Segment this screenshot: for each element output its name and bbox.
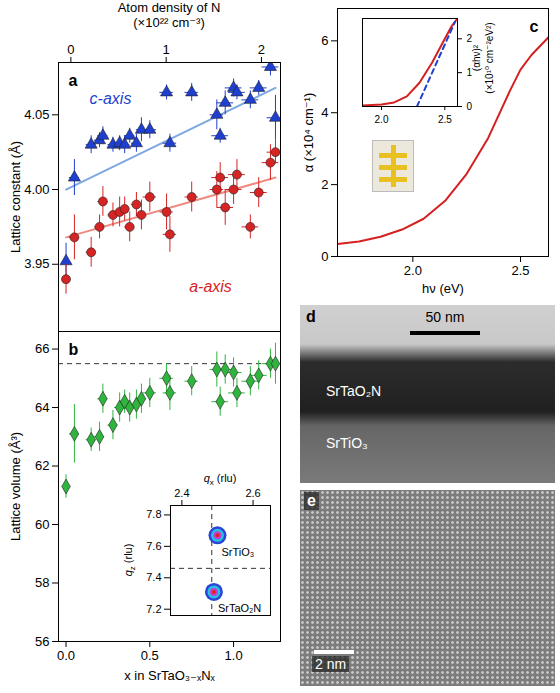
svg-text:4.05: 4.05 xyxy=(24,107,49,122)
svg-text:1.0: 1.0 xyxy=(225,648,243,663)
html-text:d: d xyxy=(306,308,316,325)
svg-text:Lattice volume (Å³): Lattice volume (Å³) xyxy=(8,432,23,541)
svg-text:1: 1 xyxy=(466,66,473,78)
svg-text:x in SrTaO₃₋ₓNₓ: x in SrTaO₃₋ₓNₓ xyxy=(124,668,215,683)
svg-text:SrTaO₂N: SrTaO₂N xyxy=(218,602,261,614)
svg-text:7.8: 7.8 xyxy=(146,508,161,520)
svg-text:c: c xyxy=(530,18,539,35)
svg-text:0.0: 0.0 xyxy=(57,648,75,663)
html-text:Atom density of N: Atom density of N xyxy=(117,0,221,15)
svg-text:(αhν)²: (αhν)² xyxy=(471,44,482,71)
html-text:SrTiO₃: SrTiO₃ xyxy=(326,435,368,451)
html-text:(×10²² cm⁻³): (×10²² cm⁻³) xyxy=(133,15,205,30)
svg-text:6: 6 xyxy=(321,33,328,48)
svg-text:2.5: 2.5 xyxy=(438,114,452,125)
svg-text:2.4: 2.4 xyxy=(174,487,189,499)
svg-text:qx (rlu): qx (rlu) xyxy=(204,472,237,487)
svg-text:qz (rlu): qz (rlu) xyxy=(122,544,137,577)
svg-text:(×10¹⁰ cm⁻²eV²): (×10¹⁰ cm⁻²eV²) xyxy=(484,22,495,93)
svg-text:58: 58 xyxy=(35,575,49,590)
svg-text:2: 2 xyxy=(467,33,473,44)
svg-text:2.6: 2.6 xyxy=(245,487,260,499)
svg-text:1: 1 xyxy=(163,42,170,57)
svg-text:4.00: 4.00 xyxy=(24,182,49,197)
svg-text:2: 2 xyxy=(321,177,328,192)
svg-text:64: 64 xyxy=(35,400,49,415)
svg-text:2.5: 2.5 xyxy=(511,263,529,278)
svg-text:b: b xyxy=(69,341,79,358)
svg-text:7.2: 7.2 xyxy=(146,603,161,615)
svg-text:3.95: 3.95 xyxy=(24,256,49,271)
svg-text:2.0: 2.0 xyxy=(375,114,389,125)
html-text:SrTaO₂N: SrTaO₂N xyxy=(326,383,382,399)
svg-text:0: 0 xyxy=(67,42,74,57)
svg-text:a-axis: a-axis xyxy=(189,278,232,295)
html-text:50 nm: 50 nm xyxy=(425,309,465,325)
svg-text:hν (eV): hν (eV) xyxy=(422,281,464,296)
svg-text:7.4: 7.4 xyxy=(146,571,161,583)
svg-text:c-axis: c-axis xyxy=(90,90,132,107)
svg-text:2.0: 2.0 xyxy=(404,263,422,278)
svg-text:4: 4 xyxy=(321,105,328,120)
svg-text:0: 0 xyxy=(467,101,473,112)
svg-text:Lattice constant (Å): Lattice constant (Å) xyxy=(8,141,23,253)
html-text:2 nm: 2 nm xyxy=(315,656,347,672)
svg-text:60: 60 xyxy=(35,517,49,532)
svg-text:2: 2 xyxy=(258,42,265,57)
svg-text:0: 0 xyxy=(321,249,328,264)
svg-text:66: 66 xyxy=(35,341,49,356)
svg-text:7.6: 7.6 xyxy=(146,540,161,552)
svg-text:a: a xyxy=(69,72,78,89)
html-text:e: e xyxy=(307,492,316,509)
svg-text:α (×10⁴ cm⁻¹): α (×10⁴ cm⁻¹) xyxy=(301,93,316,173)
svg-text:56: 56 xyxy=(35,634,49,649)
svg-text:SrTiO₃: SrTiO₃ xyxy=(221,546,254,558)
svg-text:62: 62 xyxy=(35,458,49,473)
svg-text:0.5: 0.5 xyxy=(141,648,159,663)
